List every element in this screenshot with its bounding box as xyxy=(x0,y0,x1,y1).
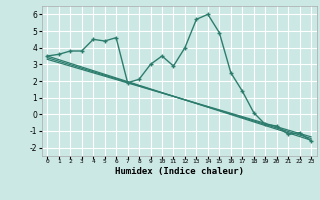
X-axis label: Humidex (Indice chaleur): Humidex (Indice chaleur) xyxy=(115,167,244,176)
